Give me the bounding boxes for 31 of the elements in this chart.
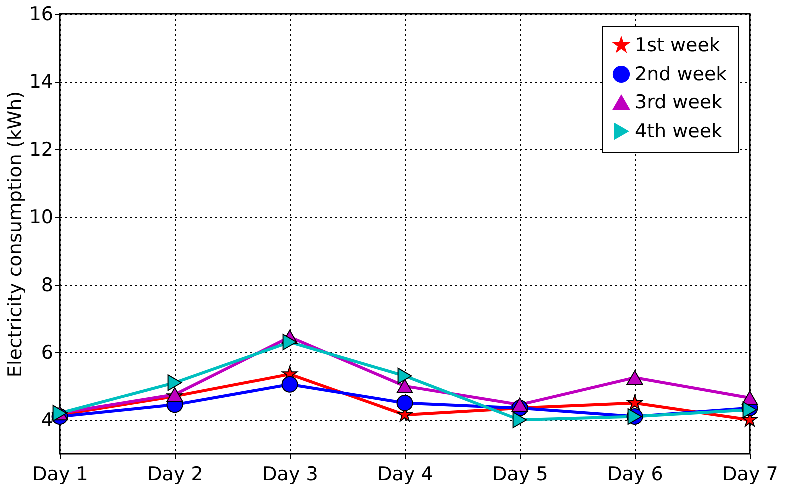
legend-label: 4th week xyxy=(635,120,723,142)
x-tick-label: Day 5 xyxy=(492,464,548,486)
y-tick-label: 12 xyxy=(29,138,54,161)
point xyxy=(166,388,184,402)
y-tick-label: 6 xyxy=(41,342,54,364)
y-tick-label: 8 xyxy=(41,274,54,296)
point xyxy=(626,370,644,386)
legend-label: 2nd week xyxy=(635,64,728,86)
y-tick-label: 16 xyxy=(29,4,54,26)
point xyxy=(512,412,528,428)
y-tick-label: 10 xyxy=(29,206,54,229)
point xyxy=(742,390,758,406)
x-tick-label: Day 3 xyxy=(262,464,318,486)
y-tick-label: 14 xyxy=(29,71,54,94)
point xyxy=(396,395,414,412)
point xyxy=(282,334,298,351)
x-tick-label: Day 4 xyxy=(378,464,434,486)
x-tick-label: Day 1 xyxy=(32,464,88,486)
legend-label: 1st week xyxy=(635,34,720,56)
x-tick-label: Day 2 xyxy=(148,464,204,486)
x-tick-label: Day 7 xyxy=(722,464,778,486)
point xyxy=(168,374,182,392)
point xyxy=(282,376,298,393)
point xyxy=(627,394,643,410)
legend-label: 3rd week xyxy=(635,92,723,114)
point xyxy=(398,368,412,384)
y-tick-label: 4 xyxy=(41,410,54,432)
point xyxy=(512,398,528,412)
y-axis-title: Electricity consumption (kWh) xyxy=(4,91,26,378)
x-tick-label: Day 6 xyxy=(608,464,664,486)
point xyxy=(396,379,414,394)
